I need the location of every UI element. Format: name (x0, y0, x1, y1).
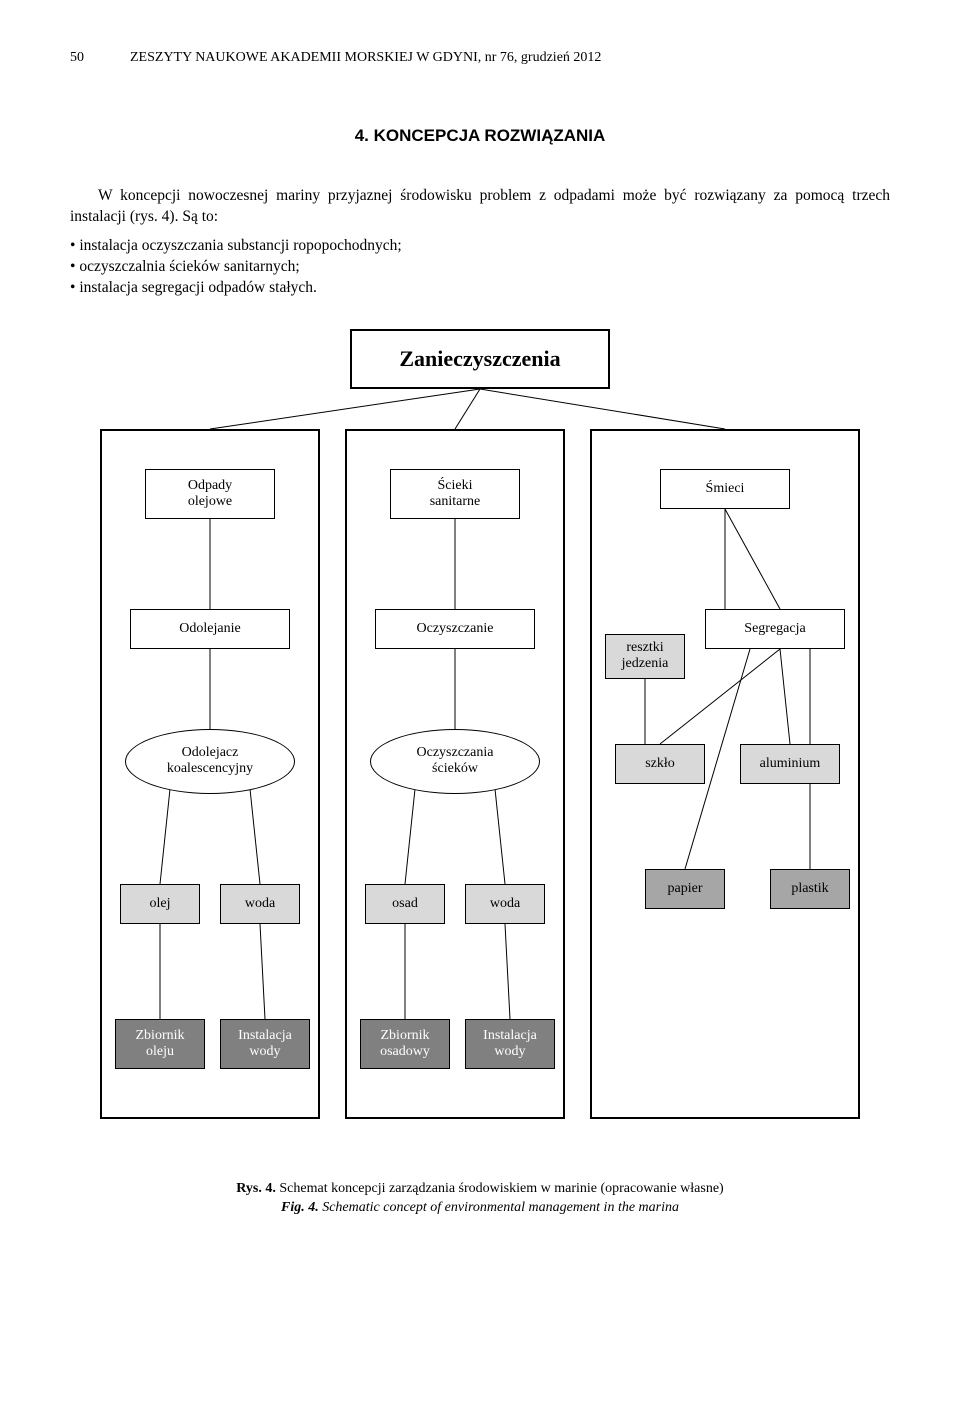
diagram-node: Zanieczyszczenia (350, 329, 610, 389)
diagram-node: Śmieci (660, 469, 790, 509)
bullet-item: instalacja segregacji odpadów stałych. (70, 278, 890, 299)
diagram-node: Odolejanie (130, 609, 290, 649)
diagram-node: papier (645, 869, 725, 909)
diagram-node: osad (365, 884, 445, 924)
figure-caption: Rys. 4. Schemat koncepcji zarządzania śr… (70, 1179, 890, 1218)
bullet-item: instalacja oczyszczania substancji ropop… (70, 236, 890, 257)
page-header: 50 ZESZYTY NAUKOWE AKADEMII MORSKIEJ W G… (70, 50, 890, 66)
bullet-list: instalacja oczyszczania substancji ropop… (70, 236, 890, 299)
diagram-node: Instalacjawody (220, 1019, 310, 1069)
section-title: 4. KONCEPCJA ROZWIĄZANIA (70, 126, 890, 146)
diagram-node: szkło (615, 744, 705, 784)
caption-text-pl: Schemat koncepcji zarządzania środowiski… (276, 1181, 724, 1196)
diagram-node: woda (465, 884, 545, 924)
caption-label-pl: Rys. 4. (236, 1181, 276, 1196)
diagram-node: Zbiornikoleju (115, 1019, 205, 1069)
caption-label-en: Fig. 4. (281, 1200, 319, 1215)
diagram-node: plastik (770, 869, 850, 909)
diagram-node: Ściekisanitarne (390, 469, 520, 519)
diagram-node: olej (120, 884, 200, 924)
page-number: 50 (70, 50, 90, 66)
diagram-node: Instalacjawody (465, 1019, 555, 1069)
diagram-node: Oczyszczaniaścieków (370, 729, 540, 794)
caption-text-en: Schematic concept of environmental manag… (319, 1200, 679, 1215)
flow-diagram: Zanieczyszczenia Odpadyolejowe Ściekisanit… (90, 329, 870, 1149)
diagram-node: Oczyszczanie (375, 609, 535, 649)
journal-title: ZESZYTY NAUKOWE AKADEMII MORSKIEJ W GDYN… (130, 50, 890, 66)
diagram-node: resztkijedzenia (605, 634, 685, 679)
diagram-node: Odolejaczkoalescencyjny (125, 729, 295, 794)
diagram-node: Odpadyolejowe (145, 469, 275, 519)
bullet-item: oczyszczalnia ścieków sanitarnych; (70, 257, 890, 278)
diagram-node: woda (220, 884, 300, 924)
diagram-node: Segregacja (705, 609, 845, 649)
diagram-node: aluminium (740, 744, 840, 784)
diagram-node: Zbiornikosadowy (360, 1019, 450, 1069)
paragraph: W koncepcji nowoczesnej mariny przyjazne… (70, 186, 890, 228)
